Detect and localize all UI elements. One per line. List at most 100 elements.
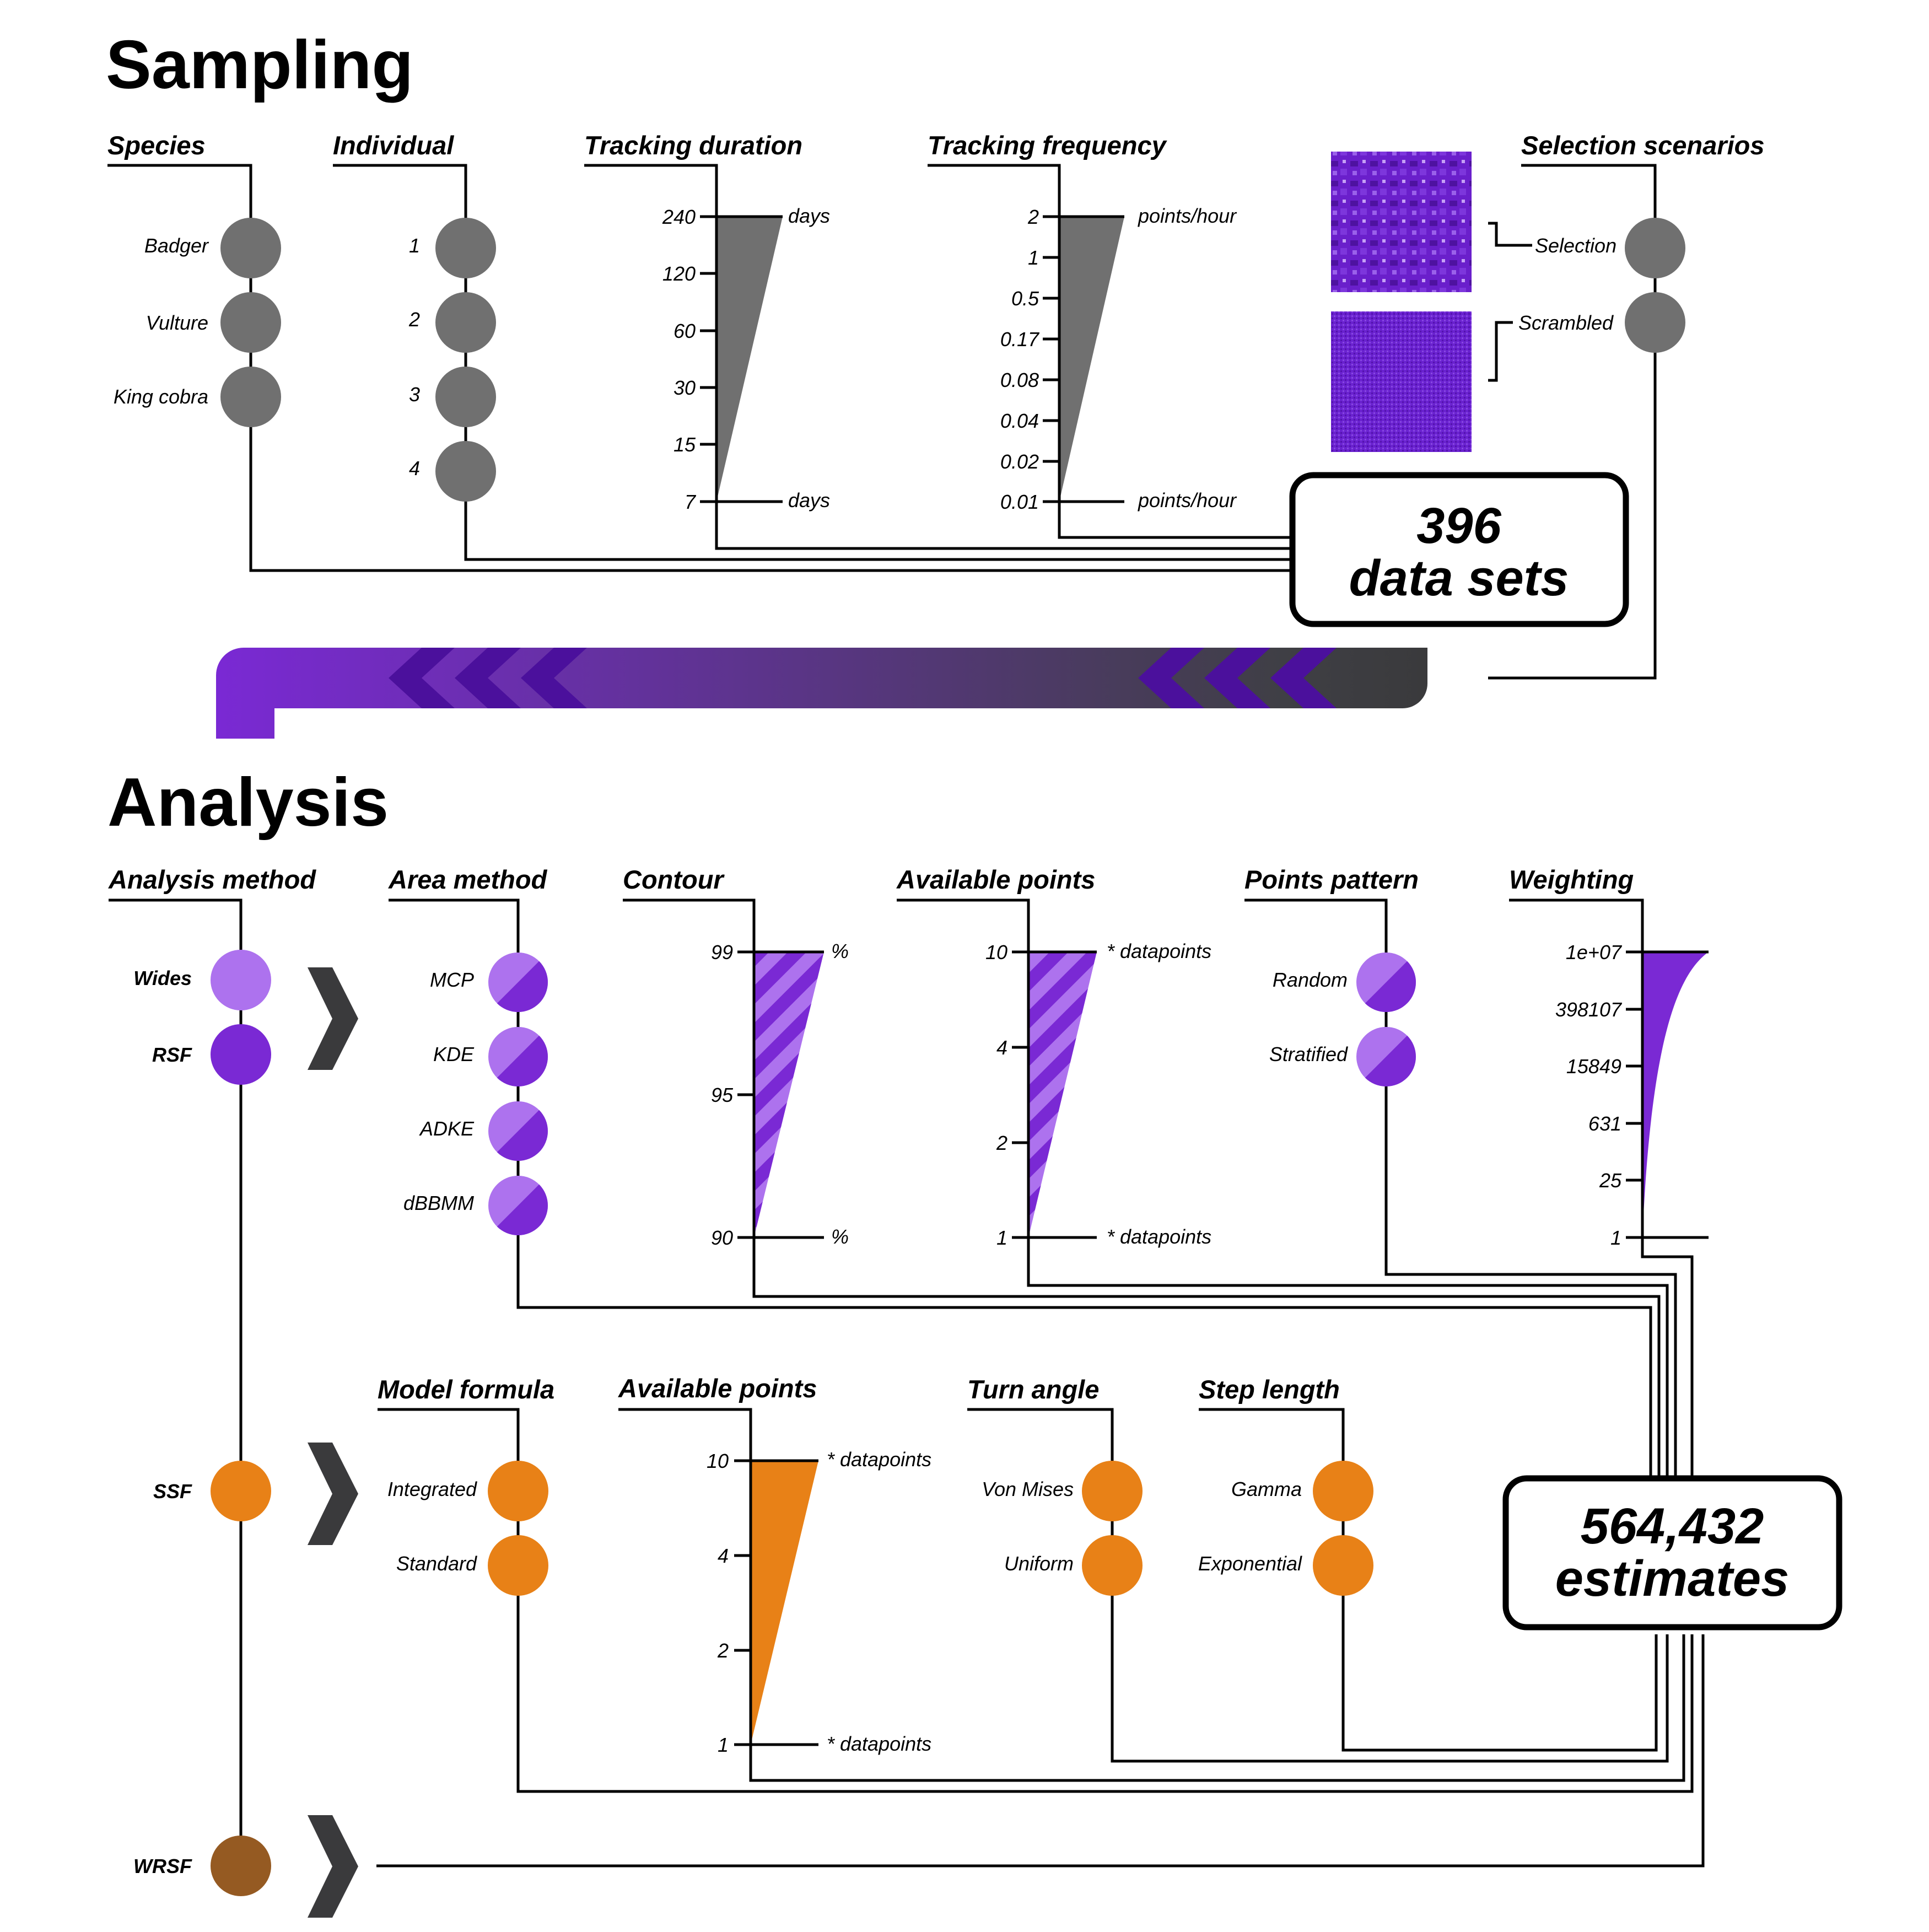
area-node-mcp <box>488 952 548 1012</box>
species-node-vulture <box>220 292 281 353</box>
selection-scenario-label: Scrambled <box>1518 311 1614 334</box>
area-method-group: Area method MCP KDE ADKE dBBMM <box>388 865 1652 1477</box>
tracking-frequency-heading: Tracking frequency <box>928 131 1168 160</box>
individual-label: 2 <box>408 308 420 331</box>
turn-angle-group: Turn angle Von Mises Uniform <box>967 1375 1669 1763</box>
area-node-kde <box>488 1027 548 1087</box>
step-length-label: Exponential <box>1198 1552 1302 1575</box>
tracking-duration-tick: 7 <box>685 491 697 513</box>
tracking-duration-group: Tracking duration 240 120 60 30 15 7 day… <box>584 131 1292 550</box>
tracking-frequency-tick: 2 <box>1027 206 1039 228</box>
species-node-badger <box>220 218 281 278</box>
chevron-right-icon <box>308 1443 358 1545</box>
datasets-count: 396 <box>1416 498 1501 554</box>
tracking-duration-heading: Tracking duration <box>584 131 802 160</box>
tracking-frequency-tick: 0.5 <box>1011 287 1039 310</box>
species-node-king-cobra <box>220 367 281 427</box>
area-method-label: dBBMM <box>403 1192 474 1214</box>
band-chevron <box>1204 648 1270 708</box>
method-label: RSF <box>152 1043 192 1066</box>
datasets-label: data sets <box>1349 550 1569 606</box>
transition-arrow-band <box>216 612 1427 739</box>
method-node-ssf <box>211 1461 271 1521</box>
available-points-ssf-tick: 2 <box>717 1639 729 1662</box>
band-chevron <box>521 648 587 708</box>
tracking-frequency-unit-bottom: points/hour <box>1138 489 1237 512</box>
species-group: Species Badger Vulture King cobra <box>107 131 1292 572</box>
species-heading: Species <box>107 131 206 160</box>
estimates-summary-box: 564,432 estimates <box>1502 1475 1842 1630</box>
available-points-ssf-unit-top: * datapoints <box>827 1448 931 1471</box>
selection-scenarios-group: Selection scenarios Selection Scrambled <box>1331 131 1764 680</box>
weighting-tick: 25 <box>1599 1169 1622 1192</box>
tracking-frequency-tick: 0.02 <box>1000 450 1039 473</box>
contour-tick: 90 <box>711 1226 733 1249</box>
area-method-label: ADKE <box>419 1117 475 1140</box>
contour-wedge <box>754 952 824 1237</box>
selection-landscape-image <box>1331 152 1472 292</box>
available-points-rsf-tick: 1 <box>996 1226 1007 1249</box>
available-points-ssf-tick: 4 <box>718 1544 729 1567</box>
method-label: SSF <box>153 1480 192 1503</box>
available-points-ssf-wedge <box>751 1461 818 1745</box>
contour-unit-top: % <box>831 940 849 962</box>
analysis-method-heading: Analysis method <box>108 865 316 894</box>
tracking-duration-tick: 240 <box>662 206 696 228</box>
method-label: Wides <box>133 967 192 989</box>
individual-label: 3 <box>409 383 420 406</box>
individual-node-2 <box>435 292 496 353</box>
method-label: WRSF <box>133 1855 192 1877</box>
tracking-frequency-tick: 0.04 <box>1000 410 1039 432</box>
pattern-node-random <box>1356 952 1416 1012</box>
method-node-rsf <box>211 1024 271 1085</box>
tracking-duration-tick: 15 <box>673 433 696 456</box>
weighting-tick: 1 <box>1610 1226 1621 1249</box>
estimates-label: estimates <box>1555 1551 1789 1607</box>
available-points-rsf-tick: 10 <box>985 941 1007 964</box>
contour-heading: Contour <box>623 865 725 894</box>
tracking-frequency-group: Tracking frequency 2 1 0.5 0.17 0.08 0.0… <box>928 131 1292 539</box>
tracking-duration-tick: 30 <box>673 376 696 399</box>
band-chevron <box>389 648 455 708</box>
contour-group: Contour 99 95 90 % % <box>623 865 1661 1477</box>
step-length-heading: Step length <box>1199 1375 1340 1404</box>
turn-angle-label: Von Mises <box>982 1478 1074 1500</box>
step-length-label: Gamma <box>1231 1478 1302 1500</box>
tracking-frequency-tick: 1 <box>1028 246 1039 269</box>
chevron-right-icon <box>308 1815 358 1918</box>
weighting-tick: 398107 <box>1555 998 1623 1021</box>
selection-scenarios-heading: Selection scenarios <box>1521 131 1764 160</box>
available-points-ssf-tick: 1 <box>718 1734 729 1756</box>
individual-heading: Individual <box>333 131 454 160</box>
contour-unit-bottom: % <box>831 1225 849 1248</box>
scrambled-landscape-image <box>1331 311 1472 452</box>
species-label: Badger <box>144 234 209 257</box>
weighting-tick: 1e+07 <box>1566 941 1623 964</box>
tracking-duration-tick: 120 <box>662 262 696 285</box>
species-label: King cobra <box>114 385 208 408</box>
turn-angle-node-uniform <box>1082 1535 1143 1596</box>
model-formula-group: Model formula Integrated Standard <box>378 1375 1694 1793</box>
step-length-node-exponential <box>1313 1535 1373 1596</box>
available-points-rsf-heading: Available points <box>896 865 1095 894</box>
available-points-rsf-unit-bottom: * datapoints <box>1107 1225 1211 1248</box>
tracking-duration-tick: 60 <box>673 320 696 342</box>
tracking-duration-wedge <box>716 217 783 502</box>
sampling-title: Sampling <box>106 27 413 103</box>
weighting-heading: Weighting <box>1509 865 1634 894</box>
band-chevron <box>1270 648 1337 708</box>
available-points-ssf-tick: 10 <box>707 1450 729 1472</box>
area-method-label: KDE <box>433 1043 475 1065</box>
turn-angle-label: Uniform <box>1004 1552 1074 1575</box>
datasets-summary-box: 396 data sets <box>1289 472 1629 627</box>
points-pattern-label: Random <box>1273 968 1348 991</box>
formula-node-standard <box>488 1535 548 1596</box>
turn-angle-node-von-mises <box>1082 1461 1143 1521</box>
tracking-duration-unit-bottom: days <box>788 489 830 512</box>
tracking-duration-unit-top: days <box>788 204 830 227</box>
area-method-label: MCP <box>430 968 474 991</box>
available-points-rsf-group: Available points 10 4 2 1 * datapoints *… <box>896 865 1669 1477</box>
individual-node-3 <box>435 367 496 427</box>
step-length-node-gamma <box>1313 1461 1373 1521</box>
available-points-ssf-unit-bottom: * datapoints <box>827 1732 931 1755</box>
